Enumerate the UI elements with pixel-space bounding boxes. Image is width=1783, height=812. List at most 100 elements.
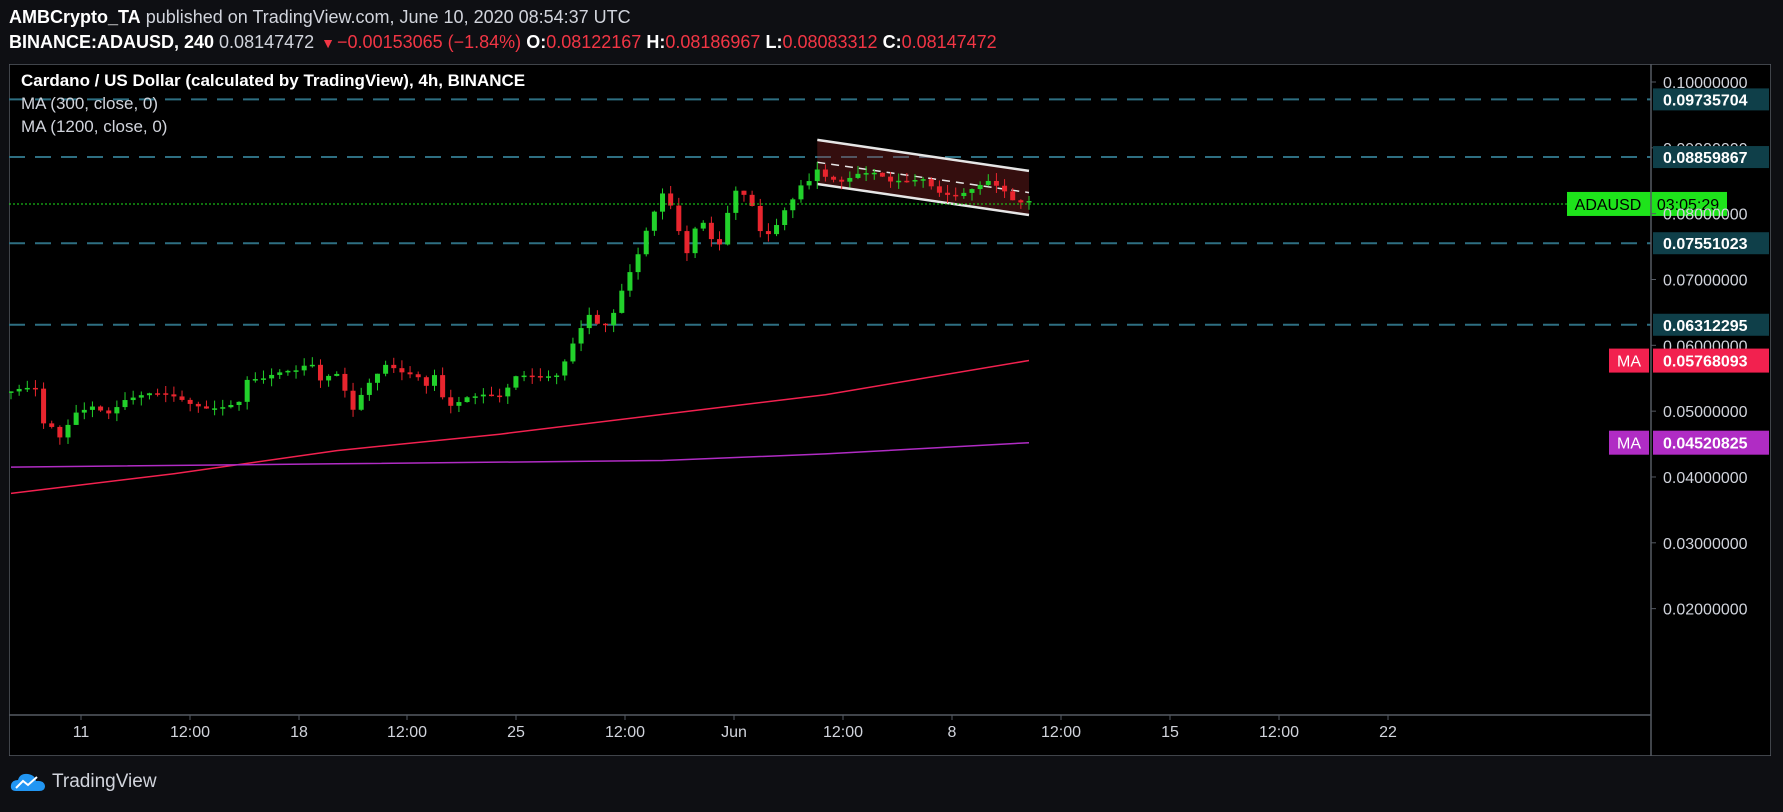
time-axis[interactable]: 11 12:00 18 12:00 25 12:00 Jun 12:00 8 12:00 15 12:… xyxy=(73,715,1397,741)
candle-body xyxy=(423,377,429,386)
candle-body xyxy=(383,364,389,374)
candle-body xyxy=(41,388,47,424)
current-price-line: ADAUSD 03:05:29 xyxy=(9,191,1727,216)
horizontal-levels xyxy=(9,98,1651,326)
x-tick-label: 8 xyxy=(948,724,957,741)
ma-300-legend[interactable]: MA (300, close, 0) xyxy=(21,94,158,113)
candle-body xyxy=(98,406,104,411)
candle-body xyxy=(32,387,38,390)
candle-body xyxy=(594,314,600,324)
candle-body xyxy=(529,375,535,378)
candle-body xyxy=(203,406,209,409)
x-tick-label: Jun xyxy=(721,724,747,741)
candle-body xyxy=(171,394,177,397)
candle-body xyxy=(741,190,747,195)
candle-body xyxy=(73,412,79,425)
candle-body xyxy=(163,393,169,395)
symbol-tag-box xyxy=(1567,191,1649,216)
down-triangle-icon: ▼ xyxy=(321,35,336,51)
level-label: 0.07551023 xyxy=(1663,236,1748,253)
candle-body xyxy=(285,370,291,373)
candle-body xyxy=(831,176,837,180)
candle-body xyxy=(684,231,690,254)
candle-body xyxy=(480,394,486,397)
candle-body xyxy=(65,424,71,438)
channel-lower-line xyxy=(817,182,1030,217)
candle-body xyxy=(187,399,193,404)
candle-body xyxy=(586,314,592,329)
last-price: 0.08147472 xyxy=(219,32,315,52)
x-tick-label: 12:00 xyxy=(823,724,863,741)
candle-body xyxy=(676,205,682,232)
candle-body xyxy=(920,179,926,181)
candle-body xyxy=(888,176,894,182)
candle-body xyxy=(155,393,161,395)
candle-body xyxy=(603,323,609,326)
candle-body xyxy=(277,372,283,375)
candle-body xyxy=(928,179,934,187)
countdown-box xyxy=(1649,191,1727,216)
candle-body xyxy=(269,374,275,379)
chart-legend: Cardano / US Dollar (calculated by Tradi… xyxy=(21,71,525,136)
candle-body xyxy=(448,397,454,406)
candle-body xyxy=(399,368,405,373)
candle-body xyxy=(497,395,503,398)
x-tick-label: 12:00 xyxy=(605,724,645,741)
candle-body xyxy=(374,373,380,383)
candle-body xyxy=(749,194,755,206)
close-value: 0.08147472 xyxy=(901,32,997,52)
candle-body xyxy=(1010,191,1016,201)
y-tick-label: 0.04000000 xyxy=(1663,470,1748,487)
candle-body xyxy=(407,372,413,375)
candle-body xyxy=(879,172,885,177)
candle-body xyxy=(8,391,14,393)
candle-body xyxy=(961,192,967,197)
candle-body xyxy=(464,397,470,403)
level-label: 0.06312295 xyxy=(1663,318,1748,335)
y-tick-label: 0.10000000 xyxy=(1663,75,1748,92)
ma-name-box xyxy=(1609,348,1649,373)
candle-body xyxy=(757,205,763,232)
price-change: −0.00153065 (−1.84%) xyxy=(337,32,522,52)
tradingview-cloud-icon xyxy=(10,773,45,791)
candle-body xyxy=(904,180,910,183)
candle-body xyxy=(717,239,723,245)
high-label: H: xyxy=(646,32,666,52)
candle-body xyxy=(130,397,136,401)
ma-300-line xyxy=(10,359,1030,495)
publish-info: AMBCrypto_TA published on TradingView.co… xyxy=(9,7,631,28)
x-tick-label: 12:00 xyxy=(387,724,427,741)
candle-body xyxy=(1018,200,1024,203)
candle-body xyxy=(985,180,991,185)
candle-body xyxy=(505,387,511,397)
candle-body xyxy=(790,199,796,211)
candle-body xyxy=(651,211,657,231)
ma-1200-legend[interactable]: MA (1200, close, 0) xyxy=(21,117,167,136)
channel-upper-line xyxy=(817,138,1030,173)
candle-body xyxy=(252,379,258,381)
ma-value-box xyxy=(1653,348,1769,373)
candle-body xyxy=(317,364,323,381)
ma-name-label: MA xyxy=(1617,436,1641,453)
publisher-name[interactable]: AMBCrypto_TA xyxy=(9,7,141,27)
candle-body xyxy=(228,404,234,408)
tradingview-brand[interactable]: TradingView xyxy=(52,771,157,792)
candle-body xyxy=(765,231,771,235)
footer: TradingView xyxy=(10,771,157,793)
candle-body xyxy=(456,402,462,406)
candle-body xyxy=(782,210,788,226)
candle-body xyxy=(309,364,315,367)
candle-body xyxy=(546,376,552,378)
symbol-tag-label: ADAUSD xyxy=(1575,197,1642,214)
candle-body xyxy=(627,272,633,291)
x-tick-label: 22 xyxy=(1379,724,1397,741)
candle-body xyxy=(896,180,902,183)
close-label: C: xyxy=(882,32,902,52)
candle-body xyxy=(806,181,812,186)
moving-averages xyxy=(10,359,1030,495)
y-tick-label: 0.03000000 xyxy=(1663,536,1748,553)
candle-body xyxy=(57,426,63,438)
candle-body xyxy=(855,173,861,178)
